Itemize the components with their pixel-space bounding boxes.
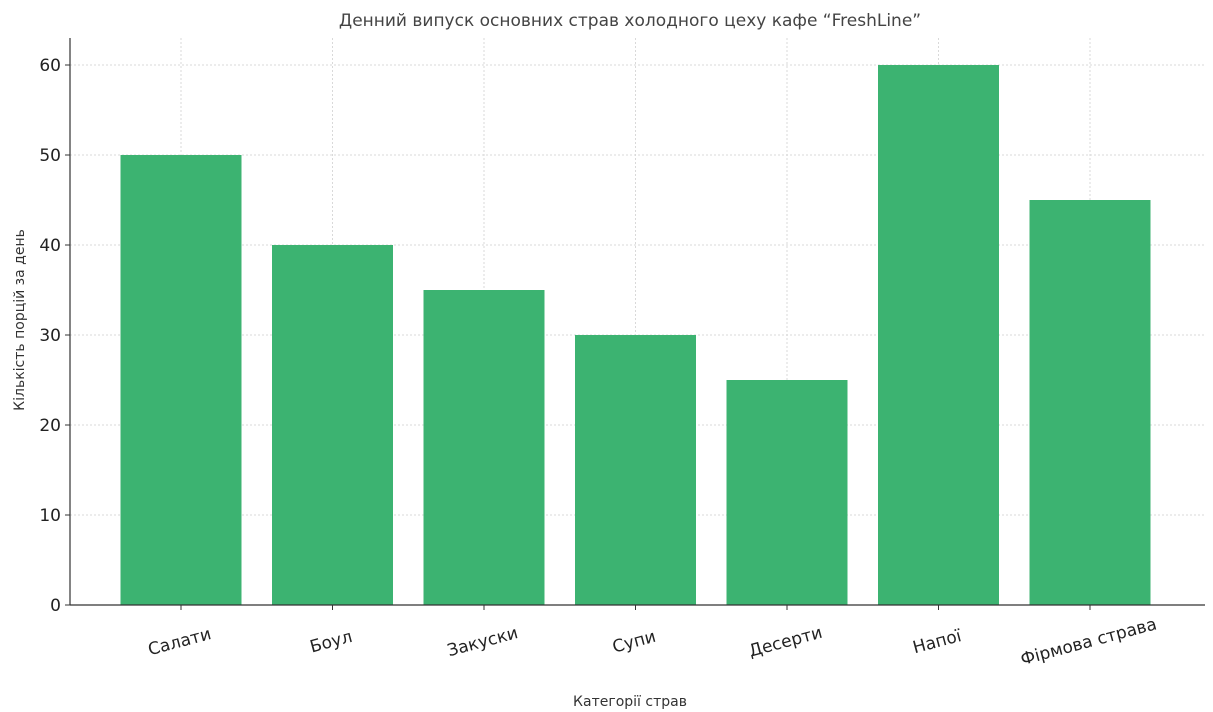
bar <box>575 335 696 605</box>
bar <box>1029 200 1151 605</box>
bar <box>272 245 393 605</box>
x-category-label: Десерти <box>747 623 825 662</box>
bar <box>878 65 999 605</box>
x-axis-label: Категорії страв <box>573 694 687 710</box>
bar <box>423 290 545 605</box>
y-tick-label: 0 <box>50 596 61 616</box>
y-tick-label: 30 <box>39 326 61 346</box>
chart-title: Денний випуск основних страв холодного ц… <box>339 11 921 31</box>
bar <box>726 380 848 605</box>
x-category-label: Напої <box>911 626 964 658</box>
x-category-label: Супи <box>610 627 658 658</box>
y-tick-label: 50 <box>39 146 61 166</box>
y-tick-label: 20 <box>39 416 61 436</box>
x-category-label: Фірмова страва <box>1018 614 1159 670</box>
y-tick-label: 10 <box>39 506 61 526</box>
x-category-label: Боул <box>308 627 355 657</box>
y-axis-label: Кількість порцій за день <box>12 229 28 411</box>
axes-layer <box>69 38 1205 606</box>
x-categories-layer: Салати Боул Закуски Супи Десерти Напої Фірмова… <box>146 605 1159 670</box>
y-tick-label: 40 <box>39 236 61 256</box>
y-ticks-layer: 0 10 20 30 40 50 60 <box>39 56 70 616</box>
bars-layer <box>120 65 1151 605</box>
x-category-label: Салати <box>146 624 214 660</box>
x-category-label: Закуски <box>445 623 520 661</box>
y-tick-label: 60 <box>39 56 61 76</box>
bar <box>120 155 242 605</box>
